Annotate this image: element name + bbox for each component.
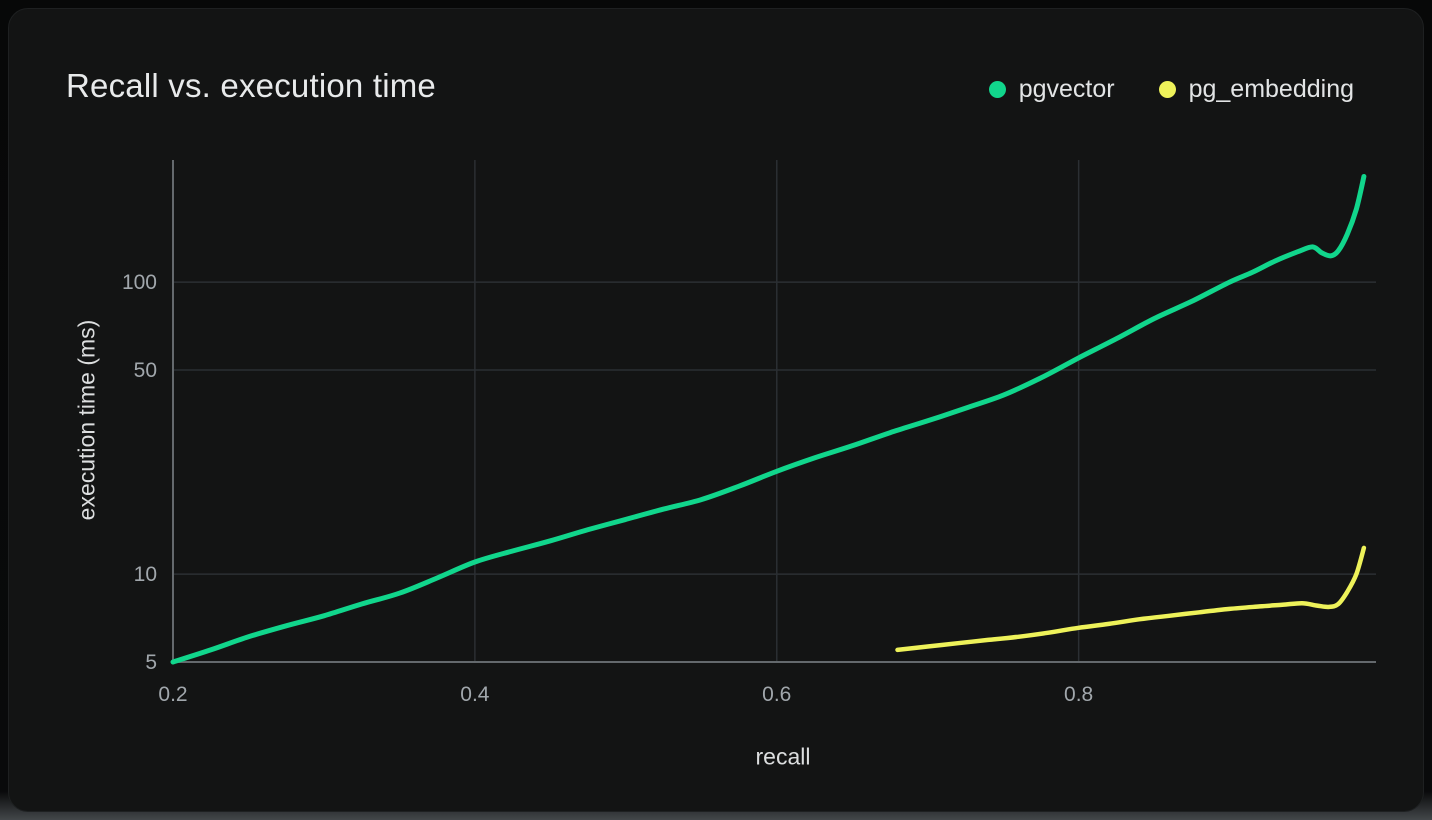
y-axis-title: execution time (ms) bbox=[73, 319, 100, 521]
legend: pgvector pg_embedding bbox=[988, 75, 1354, 104]
legend-item-pgvector[interactable]: pgvector bbox=[988, 75, 1115, 104]
legend-label-pgvector: pgvector bbox=[1018, 75, 1115, 103]
legend-swatch-pgvector-icon bbox=[988, 81, 1006, 98]
series-line-pg_embedding[interactable] bbox=[895, 545, 1367, 653]
legend-item-pg-embedding[interactable]: pg_embedding bbox=[1158, 75, 1354, 104]
chart-card: Recall vs. execution time pgvector pg_em… bbox=[8, 8, 1424, 812]
legend-swatch-pg-embedding-icon bbox=[1158, 81, 1176, 98]
x-axis-title: recall bbox=[755, 743, 811, 770]
legend-label-pg-embedding: pg_embedding bbox=[1188, 75, 1354, 103]
chart-title: Recall vs. execution time bbox=[66, 67, 436, 104]
series-line-pgvector[interactable] bbox=[170, 174, 1367, 665]
